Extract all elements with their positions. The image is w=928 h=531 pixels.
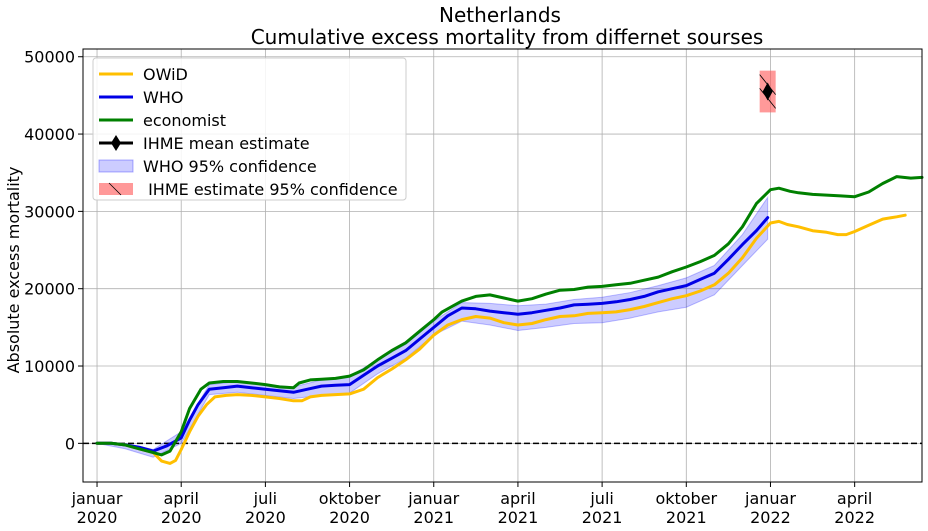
- chart-subtitle: Cumulative excess mortality from differn…: [251, 25, 764, 49]
- x-tick-label-year: 2020: [161, 508, 202, 527]
- tick-labels: 01000020000300004000050000januar2020apri…: [24, 48, 875, 527]
- legend-entry-who-confidence: WHO 95% confidence: [143, 157, 317, 176]
- x-tick-label-year: 2021: [413, 508, 454, 527]
- ihme-mean-diamond: [762, 82, 773, 101]
- series-line-economist: [95, 175, 924, 457]
- legend-diamond-marker: [111, 135, 121, 151]
- y-tick-label: 20000: [24, 280, 75, 299]
- y-tick-label: 0: [65, 434, 75, 453]
- x-tick-label-month: juli: [589, 489, 613, 508]
- x-tick-label-year: 2021: [498, 508, 539, 527]
- x-tick-label-year: 2022: [834, 508, 875, 527]
- x-tick-label-year: 2020: [245, 508, 286, 527]
- x-tick-label-month: april: [500, 489, 535, 508]
- series-line-who: [95, 216, 770, 453]
- x-tick-label-month: april: [163, 489, 198, 508]
- legend: OWiD WHO economist IHME mean estimate WHO 95…: [92, 57, 407, 201]
- legend-entry-ihme-confidence: IHME estimate 95% confidence: [143, 180, 398, 199]
- x-tick-label-month: januar: [407, 489, 459, 508]
- x-tick-label-month: januar: [744, 489, 796, 508]
- point-estimates: [759, 70, 776, 113]
- y-axis-label: Absolute excess mortality: [4, 167, 23, 374]
- legend-entry-owid: OWiD: [143, 65, 188, 84]
- series-lines: [95, 175, 924, 465]
- x-tick-label-year: 2021: [582, 508, 623, 527]
- legend-swatch-ihme-ci: [99, 183, 133, 195]
- legend-entry-economist: economist: [143, 111, 226, 130]
- series-line-owid: [95, 213, 907, 465]
- x-tick-label-month: april: [837, 489, 872, 508]
- x-tick-label-year: 2022: [750, 508, 791, 527]
- x-tick-label-year: 2020: [77, 508, 118, 527]
- x-tick-label-year: 2021: [666, 508, 707, 527]
- plot-frame: [82, 48, 923, 483]
- y-tick-label: 50000: [24, 48, 75, 67]
- x-tick-label-month: januar: [71, 489, 123, 508]
- x-tick-label-month: oktober: [319, 489, 381, 508]
- legend-box: [92, 57, 407, 201]
- x-tick-label-month: oktober: [655, 489, 717, 508]
- legend-entry-ihme-mean: IHME mean estimate: [143, 134, 310, 153]
- legend-entry-who: WHO: [143, 88, 183, 107]
- legend-swatch-band: [98, 159, 134, 173]
- y-tick-label: 40000: [24, 125, 75, 144]
- x-tick-label-month: juli: [253, 489, 277, 508]
- legend-hatch-line: [108, 182, 122, 196]
- chart-title: Netherlands: [439, 3, 561, 27]
- axes: [82, 48, 923, 483]
- x-tick-label-year: 2020: [329, 508, 370, 527]
- y-tick-label: 30000: [24, 202, 75, 221]
- y-tick-label: 10000: [24, 357, 75, 376]
